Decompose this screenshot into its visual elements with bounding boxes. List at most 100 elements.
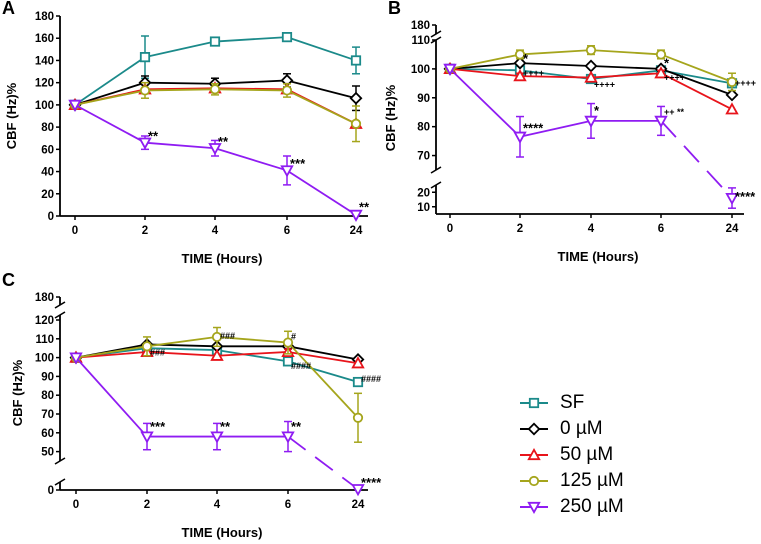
series-line-segment <box>449 68 521 138</box>
x-tick-label: 6 <box>658 223 664 235</box>
legend-label: 250 µM <box>560 496 624 517</box>
legend-symbol <box>520 501 548 515</box>
x-tick-label: 6 <box>284 225 290 237</box>
series-line-segment <box>75 356 148 438</box>
series-line-segment <box>519 120 592 138</box>
panel-label: A <box>2 0 15 18</box>
y-tick-label: 0 <box>48 485 54 497</box>
significance-annotation: # <box>291 332 296 342</box>
series-line-segment <box>287 345 359 361</box>
data-point <box>349 209 363 222</box>
data-point <box>281 32 293 43</box>
x-tick-label: 24 <box>726 223 739 235</box>
data-point <box>654 115 668 128</box>
series-line-segment <box>146 347 218 351</box>
x-tick-label: 4 <box>588 223 595 235</box>
series-line-segment <box>144 40 216 58</box>
series-line-segment <box>144 141 216 150</box>
series-line-segment <box>214 88 288 92</box>
series-line-segment <box>590 65 662 70</box>
series-line-segment <box>146 336 218 348</box>
y-tick-label: 20 <box>41 189 54 201</box>
axis-break-mark <box>54 311 66 319</box>
y-tick-label: 20 <box>417 187 430 199</box>
series-line-segment <box>519 75 592 79</box>
y-tick-label: 100 <box>35 100 54 112</box>
data-point <box>351 484 365 497</box>
data-point <box>209 84 221 95</box>
significance-annotation: * <box>664 55 670 70</box>
legend-item-250-um: 250 µM <box>518 494 718 520</box>
legend-marker <box>527 422 541 436</box>
data-point <box>352 376 364 388</box>
panel-label: C <box>2 270 15 290</box>
y-tick-label: 70 <box>41 409 54 421</box>
series-250-um <box>443 63 739 209</box>
series-line-segment <box>660 68 733 96</box>
data-point <box>725 88 739 102</box>
axis-break-mark <box>430 181 442 189</box>
data-point <box>281 431 295 444</box>
series-125-um <box>70 326 364 443</box>
significance-annotation: ++++ <box>523 68 544 78</box>
y-tick-label: 90 <box>417 93 430 105</box>
data-point <box>140 431 154 444</box>
series-line-segment <box>449 67 521 78</box>
series-line-segment <box>590 72 662 79</box>
series-line-segment <box>286 89 357 125</box>
legend-marker <box>528 475 540 487</box>
significance-annotation: ** <box>148 128 159 143</box>
axis-break-mark <box>54 301 66 309</box>
data-point <box>210 348 224 361</box>
series-line-segment <box>216 349 289 363</box>
series-line-segment <box>146 351 218 357</box>
series-line-segment <box>214 36 288 43</box>
data-point <box>584 70 598 83</box>
legend-marker <box>527 447 541 461</box>
y-axis-title: CBF (Hz)% <box>10 359 25 426</box>
data-point <box>282 356 294 367</box>
series-line-segment <box>216 351 289 357</box>
series-line-segment <box>286 79 357 100</box>
series-line-segment <box>75 345 148 359</box>
series-line-segment <box>519 62 592 67</box>
series-line-segment <box>74 89 146 106</box>
significance-annotation: ** <box>218 134 229 149</box>
significance-annotation: ++++ <box>594 80 615 90</box>
significance-annotation: *** <box>150 419 166 434</box>
data-point <box>211 331 223 343</box>
legend-symbol <box>520 475 548 487</box>
y-tick-label: 110 <box>35 334 54 346</box>
series-line-segment <box>660 120 733 199</box>
significance-annotation: ** <box>359 200 370 215</box>
significance-annotation: ++ ** <box>664 107 685 117</box>
series-line-segment <box>144 81 216 85</box>
x-tick-label: 6 <box>285 499 291 511</box>
data-point <box>138 137 152 150</box>
series-line-segment <box>286 36 357 62</box>
data-point <box>513 69 527 82</box>
series-line-segment <box>287 435 359 490</box>
y-tick-label: 10 <box>417 202 430 214</box>
data-point <box>513 56 527 70</box>
series-line-segment <box>214 147 288 172</box>
significance-annotation: *** <box>290 156 306 171</box>
series-line-segment <box>449 67 521 72</box>
data-point <box>282 337 294 348</box>
axis-break-mark <box>430 166 442 174</box>
legend: SF 0 µM 50 µM 125 µM 250 µM <box>518 390 718 520</box>
legend-label: 125 µM <box>560 470 624 491</box>
data-point <box>584 115 598 128</box>
series-line-segment <box>214 87 288 91</box>
data-point <box>141 341 153 352</box>
significance-annotation: **** <box>523 120 544 135</box>
legend-label: SF <box>560 392 585 413</box>
x-tick-label: 4 <box>214 499 221 511</box>
y-tick-label: 100 <box>411 64 430 76</box>
series-line-segment <box>660 53 733 83</box>
significance-annotation: ++++ <box>735 78 756 88</box>
series-250-um <box>69 352 365 497</box>
significance-annotation: ### <box>150 348 165 358</box>
y-tick-label: 80 <box>41 122 54 134</box>
